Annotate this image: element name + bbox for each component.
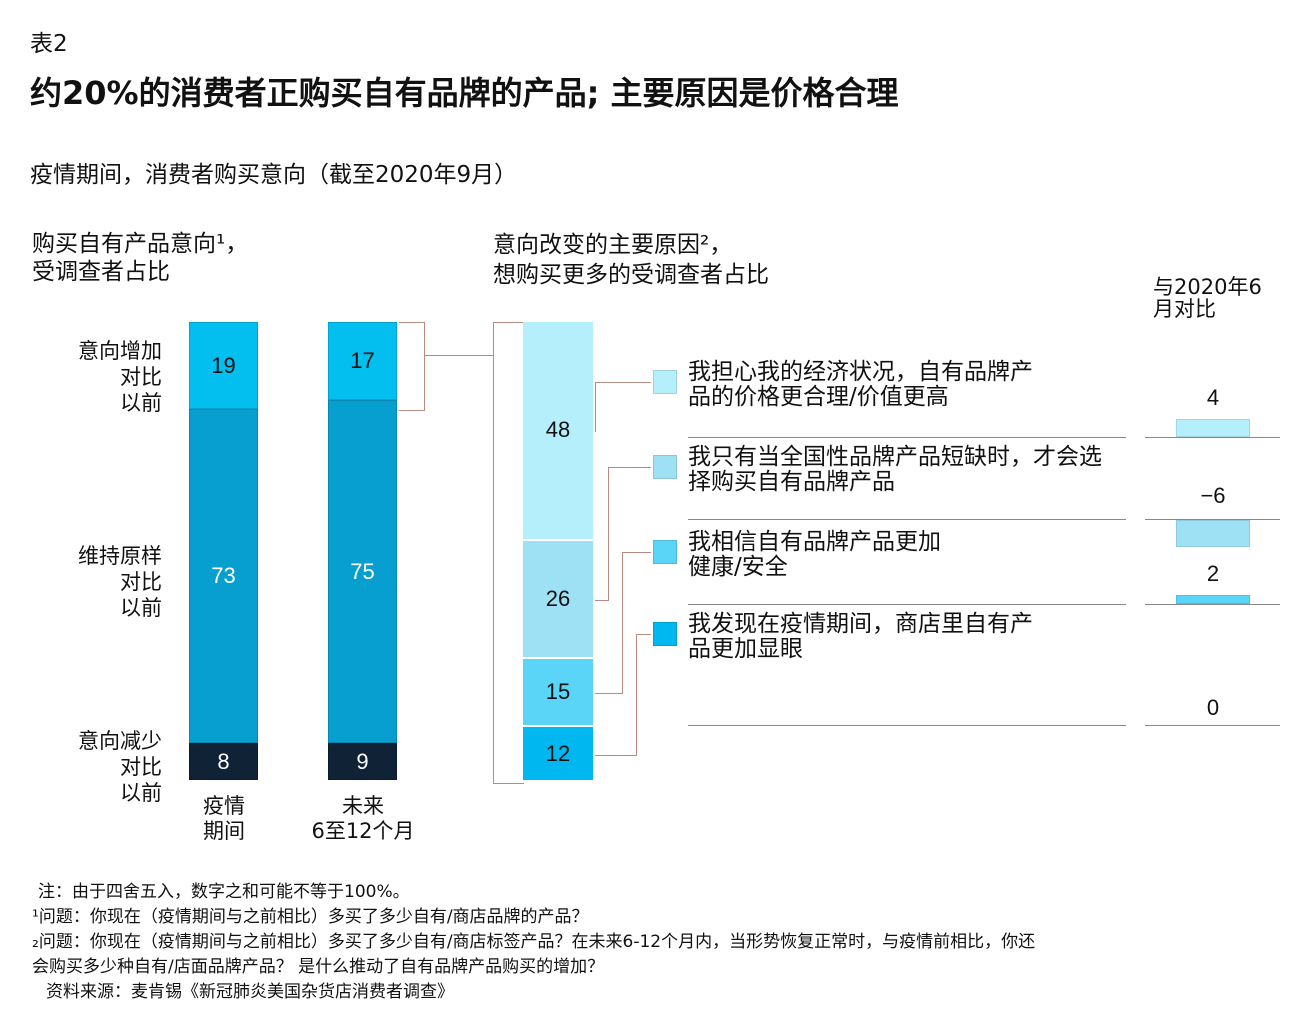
change-baseline <box>1145 519 1280 520</box>
category-label-line: 疫情 <box>203 794 245 818</box>
legend-connector <box>595 382 596 433</box>
category-label-line: 6至12个月 <box>311 819 415 843</box>
left-panel-title: 购买自有产品意向¹， 受调查者占比 <box>32 230 248 286</box>
footnote-note: 注：由于四舍五入，数字之和可能不等于100%。 <box>38 882 410 902</box>
category-label-line: 未来 <box>342 794 384 818</box>
legend-swatch <box>653 370 677 394</box>
row-label-line: 对比 <box>120 570 162 594</box>
stacked-bar-segment: 19 <box>189 322 258 410</box>
legend-label-line: 健康/安全 <box>688 554 788 580</box>
change-column-title: 与2020年6 月对比 <box>1153 276 1262 320</box>
stacked-bar-segment: 15 <box>523 659 593 726</box>
bracket-connector <box>399 322 425 411</box>
footnote-2: ₂问题：你现在（疫情期间与之前相比）多买了多少自有/商店标签产品？在未来6-12… <box>32 932 1036 952</box>
legend-connector <box>595 552 623 695</box>
row-label-line: 对比 <box>120 755 162 779</box>
source-note: 资料来源：麦肯锡《新冠肺炎美国杂货店消费者调查》 <box>46 982 454 1002</box>
row-label-line: 以前 <box>120 391 162 415</box>
left-title-line: 购买自有产品意向¹， <box>32 231 249 257</box>
legend-label-line: 我只有当全国性品牌产品短缺时，才会选 <box>688 444 1102 470</box>
change-baseline <box>1145 437 1280 438</box>
legend-label-line: 品更加显眼 <box>688 636 803 662</box>
stacked-bar-segment: 26 <box>523 540 593 658</box>
stacked-bar-segment: 9 <box>328 743 397 780</box>
row-divider <box>688 437 1126 438</box>
footnote-1: ¹问题：你现在（疫情期间与之前相比）多买了多少自有/商店品牌的产品？ <box>32 907 589 927</box>
right-title-line: 意向改变的主要原因²， <box>493 232 733 258</box>
change-title-line: 月对比 <box>1153 297 1216 321</box>
legend-connector <box>595 467 609 601</box>
row-label-line: 以前 <box>120 596 162 620</box>
row-label-line: 意向减少 <box>78 729 162 753</box>
change-title-line: 与2020年6 <box>1153 275 1262 299</box>
table-number: 表2 <box>30 31 68 57</box>
chart-subtitle: 疫情期间，消费者购买意向（截至2020年9月） <box>30 162 518 188</box>
stacked-bar-segment: 17 <box>328 322 397 400</box>
legend-label-line: 我相信自有品牌产品更加 <box>688 529 941 555</box>
change-value-label: −6 <box>1200 483 1226 508</box>
change-value-label: 2 <box>1206 561 1220 586</box>
stacked-bar-segment: 73 <box>189 409 258 744</box>
stacked-bar-segment: 75 <box>328 399 397 744</box>
footnote-2-cont: 会购买多少种自有/店面品牌产品？ 是什么推动了自有品牌产品购买的增加？ <box>32 957 605 977</box>
change-bar <box>1176 520 1250 547</box>
legend-connector <box>595 634 637 756</box>
bracket-connector <box>424 355 493 356</box>
stacked-bar-segment: 8 <box>189 743 258 780</box>
legend-swatch <box>653 622 677 646</box>
legend-label-line: 我担心我的经济状况，自有品牌产 <box>688 359 1033 385</box>
change-value-label: 0 <box>1206 695 1220 720</box>
legend-label-line: 品的价格更合理/价值更高 <box>688 384 949 410</box>
category-label-line: 期间 <box>203 819 245 843</box>
change-value-label: 4 <box>1206 385 1220 410</box>
chart-title: 约20%的消费者正购买自有品牌的产品; 主要原因是价格合理 <box>30 74 899 112</box>
stacked-bar-segment: 48 <box>523 322 593 539</box>
right-panel-title: 意向改变的主要原因²， 想购买更多的受调查者占比 <box>493 230 769 290</box>
change-baseline <box>1145 725 1280 726</box>
row-divider <box>688 725 1126 726</box>
stacked-bar-segment: 12 <box>523 727 593 780</box>
legend-connector <box>636 634 651 635</box>
row-label-line: 维持原样 <box>78 544 162 568</box>
legend-swatch <box>653 455 677 479</box>
legend-connector <box>608 467 651 468</box>
legend-label-line: 择购买自有品牌产品 <box>688 469 895 495</box>
row-label-line: 以前 <box>120 781 162 805</box>
change-bar <box>1176 595 1250 604</box>
legend-connector <box>622 552 651 553</box>
legend-connector <box>595 382 651 383</box>
row-label-line: 对比 <box>120 365 162 389</box>
legend-label-line: 我发现在疫情期间，商店里自有产 <box>688 611 1033 637</box>
bracket-connector <box>493 322 524 784</box>
legend-swatch <box>653 540 677 564</box>
row-divider <box>688 604 1126 605</box>
row-divider <box>688 519 1126 520</box>
right-title-line: 想购买更多的受调查者占比 <box>493 262 769 288</box>
row-label-line: 意向增加 <box>78 339 162 363</box>
change-bar <box>1176 419 1250 437</box>
change-baseline <box>1145 604 1280 605</box>
left-title-line: 受调查者占比 <box>32 259 170 285</box>
